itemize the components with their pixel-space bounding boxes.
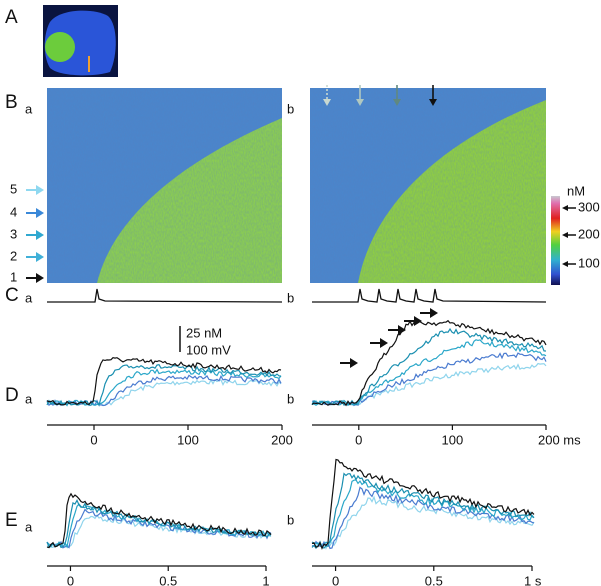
tick-label: 100 (442, 432, 464, 447)
tick-label: 0 (67, 573, 74, 586)
trace (46, 364, 282, 407)
colorbar-label: 100 (578, 255, 600, 270)
cell-image (43, 5, 118, 77)
trace (46, 368, 282, 407)
heatmap-b (310, 88, 546, 283)
sub-label: b (287, 512, 294, 527)
trace (311, 319, 547, 407)
tick-label: 0.5 (425, 573, 443, 586)
line-number: 3 (10, 226, 17, 241)
trace (46, 514, 272, 549)
tick-label: 0 (332, 573, 339, 586)
panel-label: C (5, 285, 19, 306)
trace (311, 495, 535, 550)
colorbar (551, 196, 560, 285)
tick-label: 1 s (524, 573, 542, 586)
tick-label: 200 (271, 432, 293, 447)
arrow-head (350, 358, 358, 368)
sub-label: b (287, 290, 294, 305)
tick-label: 0.5 (159, 573, 177, 586)
sub-label: b (287, 101, 294, 116)
trace (46, 499, 272, 549)
sub-label: a (25, 290, 33, 305)
tick-label: 100 (177, 432, 199, 447)
arrow-head (398, 325, 406, 335)
arrow-head (380, 338, 388, 348)
colorbar-arrow (562, 205, 568, 211)
trace (311, 458, 535, 550)
colorbar-label: 300 (578, 199, 600, 214)
sub-label: a (25, 391, 33, 406)
trace (311, 339, 547, 407)
panel-label: E (5, 510, 18, 531)
arrow-head (36, 185, 44, 195)
trace (46, 492, 272, 549)
trace (311, 472, 535, 550)
voltage-trace (312, 288, 547, 303)
arrow-head (36, 273, 44, 283)
line-number: 1 (10, 269, 17, 284)
arrow-head (36, 252, 44, 262)
voltage-trace (47, 288, 283, 303)
scale-label: 25 nM (186, 325, 222, 340)
trace (46, 357, 282, 406)
heatmap-a (47, 88, 282, 283)
trace (311, 327, 547, 406)
scale-label: 100 mV (186, 342, 231, 357)
sub-label: a (25, 519, 33, 534)
colorbar-unit: nM (567, 183, 585, 198)
arrows-top (323, 85, 437, 106)
sub-label: b (287, 391, 294, 406)
colorbar-arrow (562, 261, 568, 267)
trace (46, 378, 282, 407)
panel-label: D (5, 385, 19, 406)
arrow-head (36, 208, 44, 218)
trace (311, 486, 535, 550)
colorbar-arrow (562, 232, 568, 238)
line-number: 5 (10, 181, 17, 196)
tick-label: 0 (90, 432, 97, 447)
panel-label: A (5, 7, 18, 28)
line-number: 2 (10, 248, 17, 263)
colorbar-label: 200 (578, 226, 600, 241)
panel-label: B (5, 92, 18, 113)
tick-label: 0 (355, 432, 362, 447)
sub-label: a (25, 101, 33, 116)
arrow-head (430, 308, 438, 318)
tick-label: 200 ms (538, 432, 581, 447)
arrow-head (414, 316, 422, 326)
tick-label: 1 (262, 573, 269, 586)
line-number: 4 (10, 204, 17, 219)
arrow-head (36, 230, 44, 240)
